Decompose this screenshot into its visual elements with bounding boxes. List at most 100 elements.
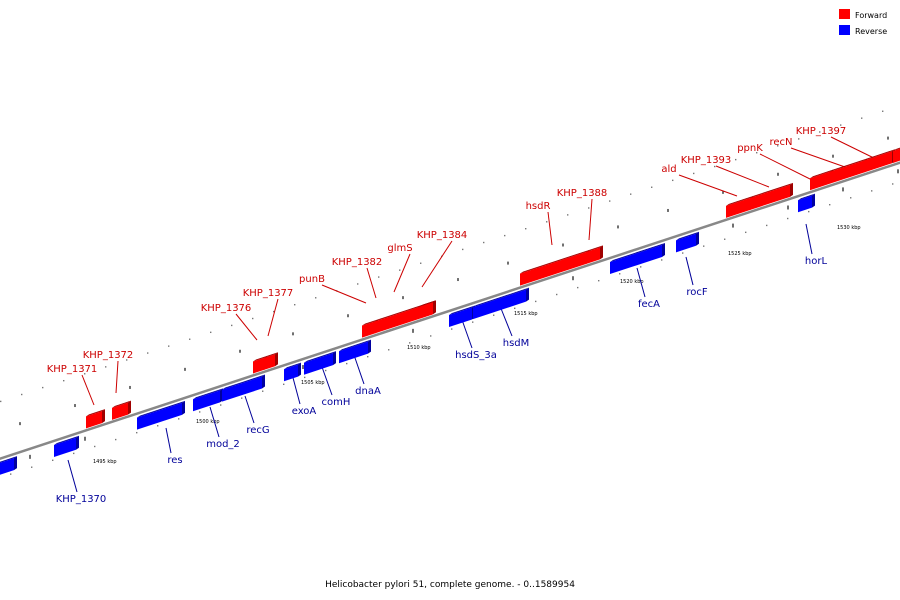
legend-swatch-reverse <box>839 25 850 35</box>
gene-body <box>0 458 14 475</box>
gene-edge <box>275 352 278 367</box>
gene-label-KHP_1393: KHP_1393 <box>681 155 732 166</box>
gene-mod_2 <box>193 388 223 412</box>
genome-backbone <box>0 161 900 461</box>
gene-recG <box>222 374 265 402</box>
gene-label-comH: comH <box>322 397 351 408</box>
legend: Forward Reverse <box>839 9 887 36</box>
lane-dot <box>514 307 516 310</box>
leader-KHP_1376 <box>235 313 258 341</box>
lane-dot <box>735 158 737 161</box>
gene-dnaA <box>339 339 371 364</box>
gene-label-fecA: fecA <box>638 299 660 310</box>
leader-exoA <box>291 373 301 405</box>
lane-dot <box>168 345 170 347</box>
gene-partial-left <box>0 456 17 475</box>
gene-body <box>264 354 275 370</box>
gene-edge <box>193 388 223 400</box>
scale-label: 1495 kbp <box>93 459 117 465</box>
gene-edge <box>830 158 867 172</box>
scale-label: 1500 kbp <box>196 419 220 425</box>
lane-dot <box>493 314 495 316</box>
gene-edge <box>368 339 371 354</box>
gene-KHP_1377 <box>264 352 278 370</box>
legend-label-reverse: Reverse <box>855 27 887 36</box>
lane-dot <box>451 328 453 330</box>
lane-dot <box>42 386 44 389</box>
legend-label-forward: Forward <box>855 11 887 20</box>
lane-dot <box>367 355 369 358</box>
gene-edge <box>54 435 79 445</box>
gene-edge <box>433 300 436 315</box>
lane-dot <box>651 186 653 188</box>
gene-label-KHP_1371: KHP_1371 <box>47 364 98 375</box>
lane-dot <box>588 207 590 209</box>
scale-label: 1510 kbp <box>407 345 431 351</box>
lane-dot <box>21 393 23 396</box>
lane-dot <box>63 379 65 382</box>
lane-dot <box>357 283 359 285</box>
gene-labels: KHP_1371 KHP_1372 KHP_1376 KHP_1377 punB KHP_… <box>47 126 847 505</box>
gene-hsdM <box>473 287 529 320</box>
lane-dot <box>294 303 296 306</box>
gene-label-KHP_1388: KHP_1388 <box>557 188 608 199</box>
lane-dot <box>420 262 422 264</box>
gene-leader-lines <box>67 136 881 493</box>
lane-dot <box>136 431 138 434</box>
gene-body <box>339 341 368 364</box>
lane-dot <box>714 165 716 168</box>
lane-dot <box>252 317 254 320</box>
lane-dot <box>724 238 726 240</box>
gene-body <box>864 151 892 173</box>
gene-edge <box>128 400 131 415</box>
gene-edge <box>375 305 421 322</box>
gene-edge <box>102 409 105 424</box>
gene-edge <box>253 355 267 362</box>
gene-label-hsdS_3a: hsdS_3a <box>455 350 497 361</box>
gene-label-KHP_1370: KHP_1370 <box>56 494 107 505</box>
gene-label-rocF: rocF <box>686 287 708 298</box>
gene-KHP_1388 <box>586 245 603 264</box>
scale-label: 1520 kbp <box>620 279 644 285</box>
gene-body <box>362 321 375 338</box>
gene-body <box>473 289 526 320</box>
lane-dot <box>262 390 264 392</box>
lane-dot <box>798 138 800 140</box>
gene-fecA <box>610 242 665 275</box>
lane-dot <box>73 452 75 455</box>
lane-dot <box>567 214 569 216</box>
gene-label-glmS: glmS <box>387 243 412 254</box>
leader-KHP_1384 <box>421 240 453 288</box>
gene-KHP_1384-body <box>420 300 436 319</box>
lane-dot <box>630 193 632 195</box>
gene-body <box>284 364 298 382</box>
gene-body <box>86 411 102 429</box>
lane-dot <box>430 335 432 337</box>
gene-label-hsdM: hsdM <box>503 338 530 349</box>
gene-body <box>222 376 262 402</box>
gene-edge <box>339 339 371 352</box>
lane-dot <box>619 273 621 275</box>
leader-KHP_1371 <box>81 374 95 406</box>
lane-dot <box>777 145 779 147</box>
gene-KHP_1371 <box>86 409 105 429</box>
gene-label-hsdR: hsdR <box>526 201 551 212</box>
gene-edge <box>112 400 131 408</box>
lane-dot <box>378 276 380 278</box>
lane-dot <box>756 152 758 154</box>
gene-edge <box>449 305 475 316</box>
scale-label: 1515 kbp <box>514 311 538 317</box>
lane-dot <box>220 404 222 406</box>
lane-dot <box>556 293 558 296</box>
lane-dot <box>178 418 180 420</box>
lane-dot <box>577 286 579 289</box>
lane-dot <box>892 183 894 185</box>
gene-edge <box>662 242 665 257</box>
lane-dot <box>472 321 474 323</box>
gene-edge <box>610 242 665 263</box>
lane-dot <box>189 338 191 340</box>
gene-label-exoA: exoA <box>292 406 317 417</box>
gene-body <box>810 171 830 191</box>
gene-body <box>375 307 418 334</box>
